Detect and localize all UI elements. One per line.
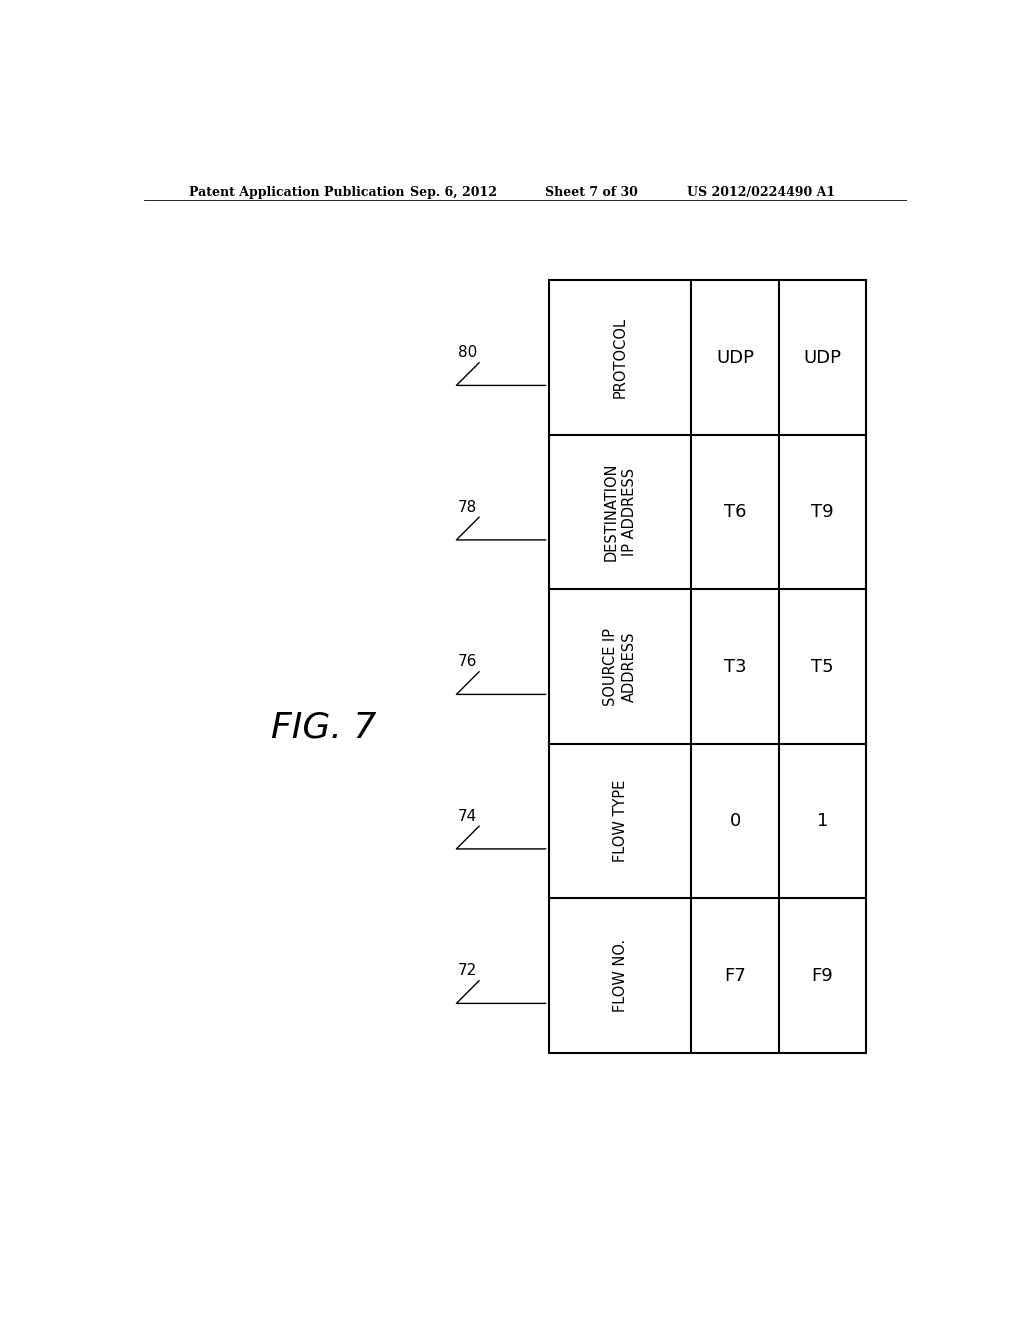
Text: 72: 72: [458, 964, 477, 978]
Text: UDP: UDP: [804, 348, 842, 367]
Text: PROTOCOL: PROTOCOL: [612, 317, 628, 399]
Text: FLOW TYPE: FLOW TYPE: [612, 780, 628, 862]
Text: UDP: UDP: [716, 348, 754, 367]
Text: Sep. 6, 2012: Sep. 6, 2012: [410, 186, 497, 199]
Text: 74: 74: [458, 809, 477, 824]
Text: 1: 1: [817, 812, 828, 830]
Text: SOURCE IP
ADDRESS: SOURCE IP ADDRESS: [603, 627, 637, 706]
Text: T5: T5: [811, 657, 834, 676]
Text: Sheet 7 of 30: Sheet 7 of 30: [545, 186, 638, 199]
Text: FIG. 7: FIG. 7: [270, 710, 376, 744]
Text: 76: 76: [458, 653, 477, 669]
Bar: [549, 280, 866, 1053]
Text: 78: 78: [458, 499, 477, 515]
Text: T3: T3: [724, 657, 746, 676]
Text: 80: 80: [458, 345, 477, 360]
Text: F9: F9: [812, 966, 834, 985]
Text: US 2012/0224490 A1: US 2012/0224490 A1: [687, 186, 836, 199]
Text: T6: T6: [724, 503, 746, 521]
Text: DESTINATION
IP ADDRESS: DESTINATION IP ADDRESS: [603, 463, 637, 561]
Text: FLOW NO.: FLOW NO.: [612, 939, 628, 1012]
Text: F7: F7: [724, 966, 745, 985]
Text: T9: T9: [811, 503, 834, 521]
Text: 0: 0: [729, 812, 740, 830]
Text: Patent Application Publication: Patent Application Publication: [189, 186, 404, 199]
